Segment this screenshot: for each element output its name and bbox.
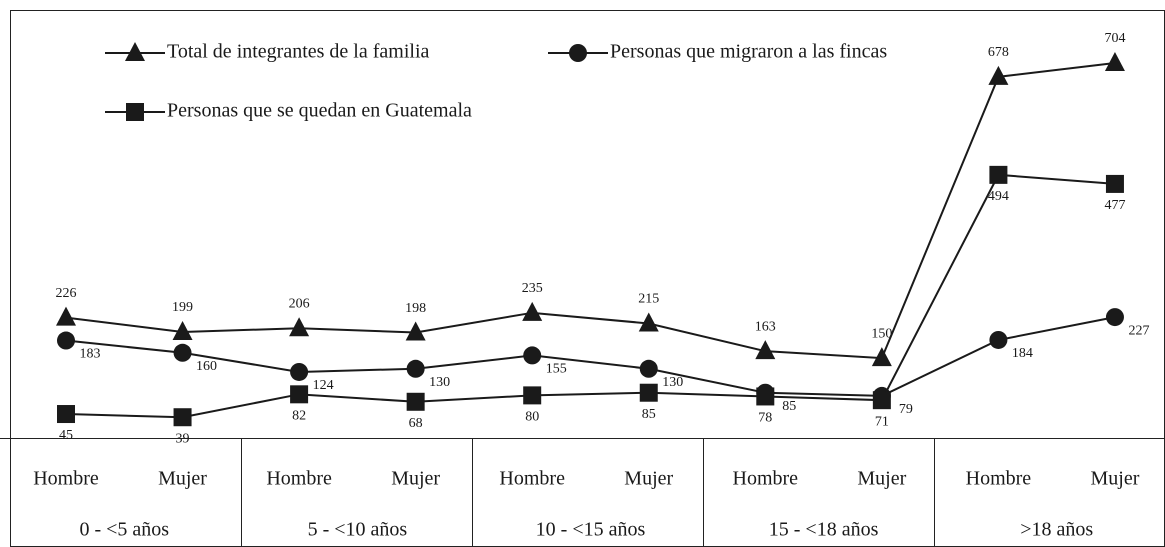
data-label: 226: [56, 286, 77, 301]
triangle-marker: [522, 301, 543, 321]
category-label: Hombre: [966, 468, 1032, 490]
triangle-marker: [1104, 52, 1125, 71]
data-label: 130: [662, 375, 683, 390]
category-label: Mujer: [158, 468, 207, 490]
category-label: Mujer: [391, 468, 440, 490]
data-label: 85: [642, 407, 656, 422]
data-label: 85: [782, 399, 796, 414]
square-marker: [523, 386, 542, 405]
category-label: Hombre: [733, 468, 799, 490]
category-label: Mujer: [624, 468, 673, 490]
data-label: 150: [871, 326, 892, 341]
triangle-marker: [289, 317, 310, 337]
circle-marker: [569, 44, 587, 62]
circle-marker: [1105, 308, 1124, 327]
triangle-marker: [56, 306, 76, 326]
circle-marker: [639, 359, 658, 378]
data-label: 199: [172, 300, 193, 315]
data-label: 45: [59, 428, 73, 443]
data-label: 235: [522, 281, 543, 296]
data-label: 163: [755, 319, 776, 334]
triangle-marker: [755, 340, 776, 360]
category-label: Hombre: [266, 468, 332, 490]
data-label: 227: [1128, 323, 1149, 338]
data-label: 160: [196, 359, 217, 374]
data-label: 82: [292, 409, 306, 424]
category-label: Hombre: [499, 468, 565, 490]
series-line: [65, 316, 1116, 397]
square-marker: [126, 103, 144, 121]
data-label: 206: [289, 296, 310, 311]
triangle-marker: [405, 321, 426, 341]
data-label: 678: [988, 45, 1009, 60]
square-marker: [406, 392, 425, 411]
legend-label: Total de integrantes de la familia: [167, 41, 430, 63]
data-label: 198: [405, 301, 426, 316]
square-marker: [173, 408, 192, 427]
legend-label: Personas que se quedan en Guatemala: [167, 100, 472, 122]
circle-marker: [57, 331, 75, 350]
triangle-marker: [172, 320, 193, 340]
data-label: 494: [988, 189, 1009, 204]
circle-marker: [523, 346, 542, 365]
data-label: 184: [1012, 346, 1033, 361]
data-label: 39: [176, 431, 190, 446]
square-marker: [989, 165, 1008, 184]
circle-marker: [989, 330, 1008, 349]
group-label: 5 - <10 años: [308, 519, 408, 541]
category-label: Hombre: [33, 468, 99, 490]
series-line: [65, 62, 1116, 360]
square-marker: [1105, 174, 1124, 193]
circle-marker: [290, 362, 309, 381]
data-label: 124: [313, 378, 334, 393]
triangle-marker: [638, 312, 659, 332]
circle-marker: [173, 343, 192, 362]
data-label: 704: [1104, 31, 1125, 46]
data-label: 71: [875, 414, 889, 429]
square-marker: [756, 387, 775, 406]
triangle-marker: [988, 65, 1009, 85]
data-label: 80: [525, 410, 539, 425]
square-marker: [872, 391, 891, 410]
group-label: 0 - <5 años: [79, 519, 169, 541]
category-label: Mujer: [1091, 468, 1140, 490]
group-label: >18 años: [1020, 519, 1093, 541]
square-marker: [639, 383, 658, 402]
circle-marker: [406, 359, 425, 378]
square-marker: [290, 385, 309, 404]
data-label: 183: [80, 347, 101, 362]
data-label: 155: [546, 362, 567, 377]
group-label: 10 - <15 años: [536, 519, 646, 541]
data-label: 215: [638, 292, 659, 307]
frame: [10, 10, 1165, 547]
data-label: 78: [758, 411, 772, 426]
data-label: 68: [409, 416, 423, 431]
legend-label: Personas que migraron a las fincas: [610, 41, 887, 63]
data-label: 477: [1104, 198, 1125, 213]
series-line: [65, 173, 1116, 419]
square-marker: [57, 405, 75, 424]
category-label: Mujer: [857, 468, 906, 490]
triangle-marker: [125, 42, 145, 61]
group-label: 15 - <18 años: [769, 519, 879, 541]
data-label: 130: [429, 375, 450, 390]
triangle-marker: [871, 347, 892, 367]
data-label: 79: [899, 402, 913, 417]
